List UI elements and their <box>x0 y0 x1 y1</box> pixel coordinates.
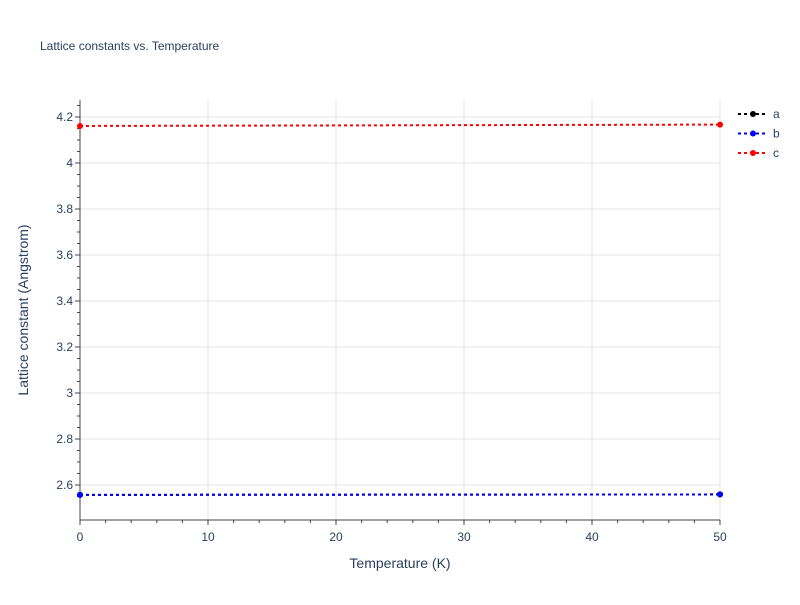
x-tick-label: 40 <box>585 530 599 544</box>
x-tick-label: 10 <box>201 530 215 544</box>
legend-marker-a <box>750 111 756 117</box>
legend-marker-b <box>750 131 756 137</box>
legend-label-c: c <box>773 146 779 160</box>
y-axis-label: Lattice constant (Angstrom) <box>15 224 31 395</box>
x-tick-label: 20 <box>329 530 343 544</box>
y-tick-label: 3.4 <box>56 294 73 308</box>
y-tick-label: 3.8 <box>56 202 73 216</box>
data-point-b <box>717 491 723 497</box>
x-tick-label: 50 <box>713 530 727 544</box>
x-axis-label: Temperature (K) <box>349 555 450 571</box>
axes: 0 10 20 30 40 50 2.6 2.8 3 3.2 3.4 3.6 3.8 4 4.2 <box>56 100 727 544</box>
y-tick-label: 3.2 <box>56 340 73 354</box>
legend[interactable]: abc <box>738 107 780 160</box>
x-tick-label: 30 <box>457 530 471 544</box>
y-tick-label: 4.2 <box>56 110 73 124</box>
series-line-c <box>80 125 720 126</box>
y-tick-label: 2.8 <box>56 432 73 446</box>
data-point-b <box>77 492 83 498</box>
data-point-c <box>717 122 723 128</box>
legend-label-b: b <box>773 127 780 141</box>
x-tick-label: 0 <box>77 530 84 544</box>
data-point-c <box>77 123 83 129</box>
y-tick-label: 4 <box>66 156 73 170</box>
y-tick-label: 2.6 <box>56 478 73 492</box>
series-layer <box>77 122 723 498</box>
grid <box>80 100 720 520</box>
y-tick-label: 3 <box>66 386 73 400</box>
legend-label-a: a <box>773 107 780 121</box>
y-tick-label: 3.6 <box>56 248 73 262</box>
chart-title: Lattice constants vs. Temperature <box>40 39 220 53</box>
legend-marker-c <box>750 150 756 156</box>
